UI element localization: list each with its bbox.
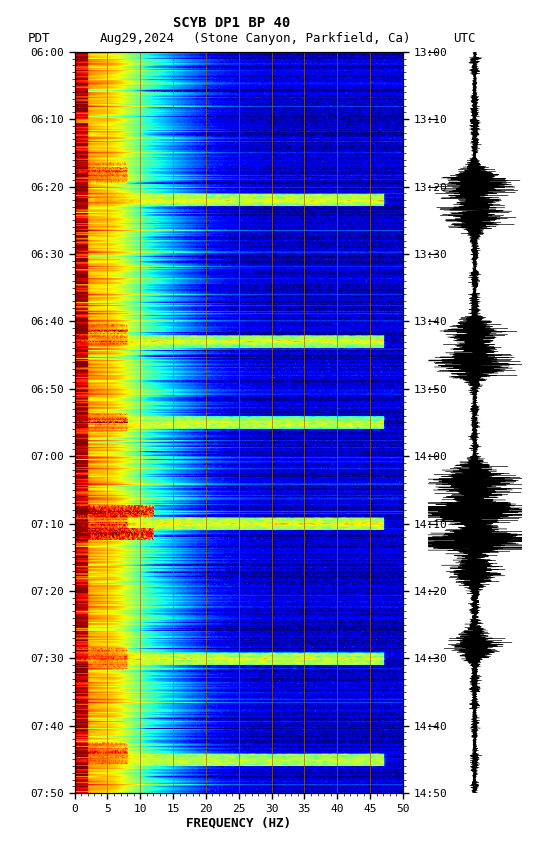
Text: SCYB DP1 BP 40: SCYB DP1 BP 40: [173, 16, 290, 30]
Text: Aug29,2024: Aug29,2024: [99, 32, 174, 45]
Text: UTC: UTC: [453, 32, 475, 45]
X-axis label: FREQUENCY (HZ): FREQUENCY (HZ): [186, 816, 291, 829]
Text: (Stone Canyon, Parkfield, Ca): (Stone Canyon, Parkfield, Ca): [193, 32, 411, 45]
Text: PDT: PDT: [28, 32, 50, 45]
